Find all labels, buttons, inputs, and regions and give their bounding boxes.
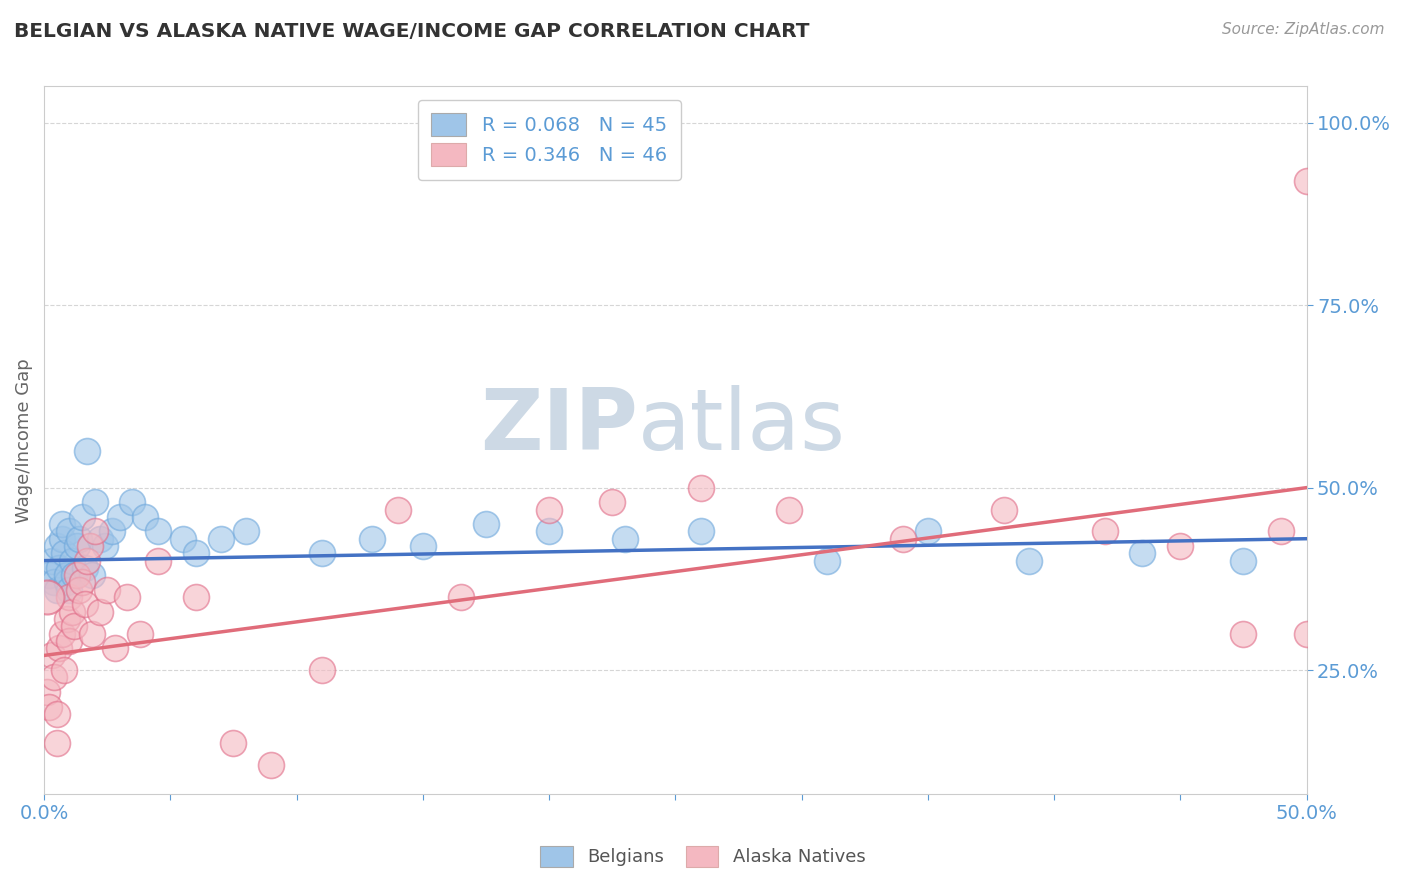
Text: Source: ZipAtlas.com: Source: ZipAtlas.com [1222,22,1385,37]
Point [993,502,1015,516]
Point [60,605,83,619]
Point [76,444,98,458]
Point [134,509,156,524]
Point [51,626,73,640]
Point [41,553,63,567]
Point [96,582,118,597]
Point [60,553,83,567]
Point [83,524,105,539]
Legend: Belgians, Alaska Natives: Belgians, Alaska Natives [531,837,875,876]
Point [79,539,101,553]
Point [1094,524,1116,539]
Point [70,575,93,590]
Point [73,598,96,612]
Point [121,495,143,509]
Point [51,517,73,532]
Point [146,524,169,539]
Point [260,757,283,772]
Text: BELGIAN VS ALASKA NATIVE WAGE/INCOME GAP CORRELATION CHART: BELGIAN VS ALASKA NATIVE WAGE/INCOME GAP… [14,22,810,41]
Point [689,481,711,495]
Point [1270,524,1292,539]
Point [1232,553,1254,567]
Point [45,736,67,750]
Point [83,495,105,509]
Point [63,568,86,582]
Point [58,582,80,597]
Point [104,641,127,656]
Text: ZIP: ZIP [479,384,637,467]
Point [311,663,333,677]
Point [48,641,70,656]
Point [89,532,111,546]
Point [80,568,103,582]
Point [58,590,80,604]
Point [172,532,194,546]
Point [56,568,79,582]
Point [209,532,232,546]
Point [1295,174,1317,188]
Point [66,539,89,553]
Point [76,553,98,567]
Point [89,605,111,619]
Point [1295,626,1317,640]
Point [41,648,63,663]
Point [184,546,207,560]
Point [45,582,67,597]
Point [56,612,79,626]
Point [613,532,636,546]
Point [108,509,131,524]
Point [58,524,80,539]
Point [51,532,73,546]
Point [69,532,91,546]
Point [44,670,66,684]
Point [917,524,939,539]
Point [222,736,245,750]
Point [73,561,96,575]
Point [361,532,384,546]
Point [538,502,561,516]
Point [1132,546,1154,560]
Point [66,568,89,582]
Point [184,590,207,604]
Point [38,568,60,582]
Point [70,509,93,524]
Point [53,546,76,560]
Point [235,524,257,539]
Point [117,590,139,604]
Point [538,524,561,539]
Point [891,532,914,546]
Point [146,553,169,567]
Point [450,590,472,604]
Point [689,524,711,539]
Point [1232,626,1254,640]
Point [56,575,79,590]
Point [48,561,70,575]
Text: atlas: atlas [637,384,845,467]
Point [45,539,67,553]
Point [63,619,86,633]
Point [38,699,60,714]
Point [311,546,333,560]
Point [35,685,58,699]
Point [45,706,67,721]
Point [101,524,124,539]
Legend: R = 0.068   N = 45, R = 0.346   N = 46: R = 0.068 N = 45, R = 0.346 N = 46 [418,100,681,179]
Point [69,582,91,597]
Point [58,633,80,648]
Point [778,502,800,516]
Point [129,626,152,640]
Point [1168,539,1191,553]
Point [600,495,623,509]
Point [80,626,103,640]
Y-axis label: Wage/Income Gap: Wage/Income Gap [15,358,32,523]
Point [412,539,434,553]
Point [35,590,58,604]
Point [53,663,76,677]
Point [475,517,498,532]
Point [815,553,838,567]
Point [93,539,115,553]
Point [1018,553,1040,567]
Point [44,575,66,590]
Point [387,502,409,516]
